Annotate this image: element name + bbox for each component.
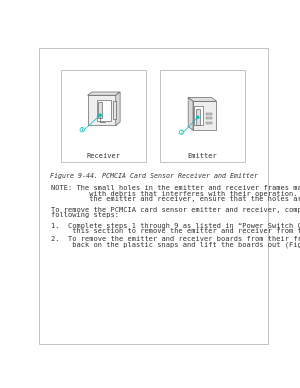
Polygon shape <box>188 97 193 130</box>
Text: following steps:: following steps: <box>52 212 119 218</box>
Bar <box>206 117 212 120</box>
Text: NOTE: The small holes in the emitter and receiver frames may become blocked: NOTE: The small holes in the emitter and… <box>52 185 300 191</box>
Polygon shape <box>188 97 217 101</box>
Bar <box>206 113 212 115</box>
Text: Receiver: Receiver <box>86 153 120 159</box>
Bar <box>206 121 212 124</box>
Text: 2.  To remove the emitter and receiver boards from their frames, gently pull: 2. To remove the emitter and receiver bo… <box>52 236 300 242</box>
Text: with debris that interferes with their operation. Before replacing: with debris that interferes with their o… <box>52 191 300 197</box>
Circle shape <box>197 116 199 118</box>
Text: Emitter: Emitter <box>188 153 218 159</box>
Bar <box>61 70 146 162</box>
Polygon shape <box>116 92 120 125</box>
Text: 1.  Complete steps 1 through 9 as listed in “Power Switch Cable Harness” in: 1. Complete steps 1 through 9 as listed … <box>52 223 300 229</box>
Bar <box>194 106 203 125</box>
Bar <box>193 101 217 130</box>
Text: this section to remove the emitter and receiver from the top cover.: this section to remove the emitter and r… <box>52 228 300 234</box>
Bar <box>98 102 102 118</box>
Text: To remove the PCMCIA card sensor emitter and receiver, complete the: To remove the PCMCIA card sensor emitter… <box>52 207 300 213</box>
Bar <box>97 100 111 121</box>
Bar <box>88 95 116 125</box>
Text: back on the plastic snaps and lift the boards out (Figure 9-45).: back on the plastic snaps and lift the b… <box>52 242 300 248</box>
Text: 2: 2 <box>180 130 183 135</box>
Text: Figure 9-44. PCMCIA Card Sensor Receiver and Emitter: Figure 9-44. PCMCIA Card Sensor Receiver… <box>50 173 258 179</box>
Bar <box>112 101 116 120</box>
Circle shape <box>179 130 184 134</box>
Text: 1: 1 <box>81 127 84 132</box>
Circle shape <box>99 114 101 116</box>
Polygon shape <box>88 92 120 95</box>
Bar <box>196 109 200 125</box>
Text: the emitter and receiver, ensure that the holes are free of debris.: the emitter and receiver, ensure that th… <box>52 196 300 202</box>
Circle shape <box>80 128 84 132</box>
Bar <box>160 70 245 162</box>
